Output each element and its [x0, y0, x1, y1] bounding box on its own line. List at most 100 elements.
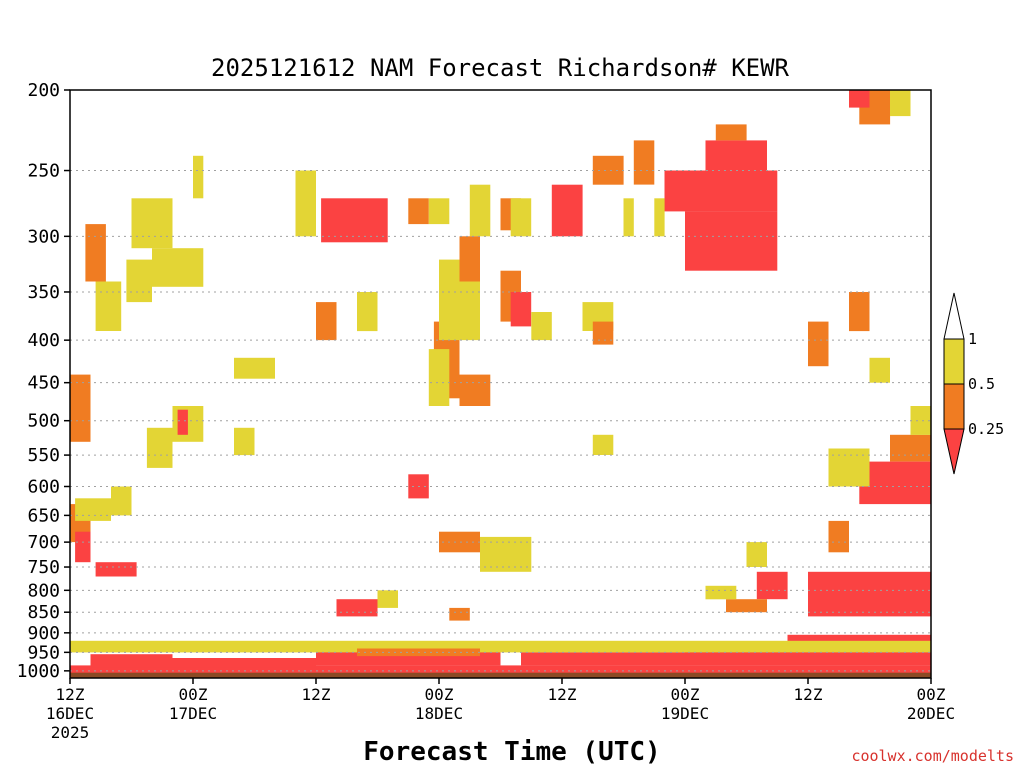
ri-cell-8: [70, 640, 931, 653]
ri-cell-55: [910, 406, 931, 435]
chart-title: 2025121612 NAM Forecast Richardson# KEWR: [211, 54, 790, 82]
ri-cell-77: [316, 302, 337, 341]
ri-cell-41: [111, 486, 132, 516]
y-axis: 200 250 300 350 400 450 500 550 600 650 700 7508008…: [17, 80, 70, 682]
ri-cell-69: [551, 184, 583, 237]
ri-cell-27: [510, 292, 532, 327]
ri-cell-74: [469, 184, 491, 237]
y-tick-label-850: 850: [27, 602, 60, 623]
ri-cell-11: [685, 211, 778, 271]
ri-cell-62: [705, 585, 737, 600]
ri-cell-65: [449, 607, 470, 621]
y-tick-label-1000: 1000: [17, 661, 60, 682]
x-axis-label: Forecast Time (UTC): [363, 737, 660, 767]
legend-label-2: 0.25: [968, 420, 1004, 438]
ri-cell-59: [756, 571, 788, 600]
ri-cell-61: [726, 599, 767, 613]
ri-cell-22: [131, 198, 173, 249]
ri-cell-35: [234, 427, 255, 456]
ri-cell-32: [146, 427, 173, 468]
ri-cell-28: [531, 312, 552, 341]
color-legend: 1 0.5 0.25: [943, 292, 1004, 475]
y-tick-label-600: 600: [27, 476, 60, 497]
ri-cell-13: [715, 124, 747, 141]
y-tick-label-300: 300: [27, 226, 60, 247]
ri-cell-71: [623, 198, 634, 237]
legend-label-1: 0.5: [968, 375, 995, 393]
ri-cell-60: [746, 542, 767, 567]
y-tick-label-250: 250: [27, 161, 60, 182]
y-tick-label-800: 800: [27, 580, 60, 601]
x-tick-label-7-0: 00Z: [917, 685, 946, 704]
ri-cell-63: [336, 599, 378, 617]
ri-cell-38: [75, 531, 91, 563]
ri-cell-48: [869, 357, 890, 383]
ri-cell-25: [459, 374, 491, 406]
ri-cell-20: [126, 259, 152, 303]
y-tick-label-950: 950: [27, 642, 60, 663]
y-tick-label-750: 750: [27, 557, 60, 578]
y-tick-label-500: 500: [27, 411, 60, 432]
ri-cell-54: [890, 434, 931, 462]
y-tick-label-350: 350: [27, 282, 60, 303]
x-tick-label-3-0: 00Z: [425, 685, 454, 704]
y-tick-label-200: 200: [27, 80, 60, 101]
legend-swatch-0: [943, 338, 965, 385]
ri-cell-53: [859, 486, 931, 505]
ri-cell-68: [193, 155, 204, 199]
y-tick-label-700: 700: [27, 532, 60, 553]
ri-cell-64: [377, 590, 398, 608]
ri-cell-43: [439, 531, 480, 553]
ri-cell-19: [95, 281, 122, 331]
x-tick-label-5-1: 19DEC: [661, 704, 709, 723]
ri-cell-72: [633, 140, 655, 185]
x-tick-label-1-0: 00Z: [179, 685, 208, 704]
ri-cell-40: [95, 562, 137, 577]
x-tick-label-2-0: 12Z: [302, 685, 331, 704]
legend-arrow-bottom: [943, 428, 965, 475]
ri-cell-34: [177, 409, 188, 435]
ri-cell-36: [70, 374, 91, 442]
ri-cell-2: [90, 654, 173, 668]
ri-cell-56: [828, 448, 870, 487]
ri-cell-31: [234, 357, 275, 379]
y-tick-label-550: 550: [27, 445, 60, 466]
ri-cell-39: [75, 498, 111, 521]
x-tick-label-6-0: 12Z: [794, 685, 823, 704]
ri-cell-76: [357, 292, 378, 332]
plot-frame: [69, 89, 932, 679]
x-tick-label-5-0: 00Z: [671, 685, 700, 704]
ri-cell-10: [664, 170, 778, 212]
ri-cell-70: [592, 155, 624, 185]
ri-cell-45: [592, 434, 614, 455]
ri-cell-14: [321, 198, 388, 243]
x-tick-label-3-1: 18DEC: [415, 704, 463, 723]
ri-cell-78: [510, 198, 532, 237]
y-tick-label-450: 450: [27, 373, 60, 394]
x-tick-label-1-1: 17DEC: [169, 704, 217, 723]
ri-cell-30: [592, 321, 614, 345]
x-tick-label-0-2: 2025: [51, 723, 90, 742]
heatmap-cells: [70, 90, 931, 678]
y-tick-label-650: 650: [27, 505, 60, 526]
ri-cell-24: [428, 349, 450, 406]
legend-label-0: 1: [968, 330, 977, 348]
site-credit: coolwx.com/modelts: [851, 747, 1014, 765]
y-tick-label-400: 400: [27, 330, 60, 351]
ri-cell-15: [408, 198, 429, 225]
ri-cell-75: [459, 236, 480, 282]
ri-cell-52: [869, 461, 931, 487]
ri-cell-51: [849, 90, 870, 108]
legend-swatch-1: [943, 383, 965, 430]
ri-cell-5: [521, 652, 685, 666]
ri-cell-73: [654, 198, 665, 237]
ri-cell-47: [849, 292, 870, 332]
ri-cell-17: [428, 198, 450, 225]
x-tick-label-7-1: 20DEC: [907, 704, 955, 723]
ri-cell-50: [890, 90, 911, 117]
ri-cell-42: [480, 536, 532, 572]
ri-cell-57: [808, 571, 931, 617]
x-tick-label-0-0: 12Z: [56, 685, 85, 704]
legend-arrow-top: [943, 292, 965, 340]
